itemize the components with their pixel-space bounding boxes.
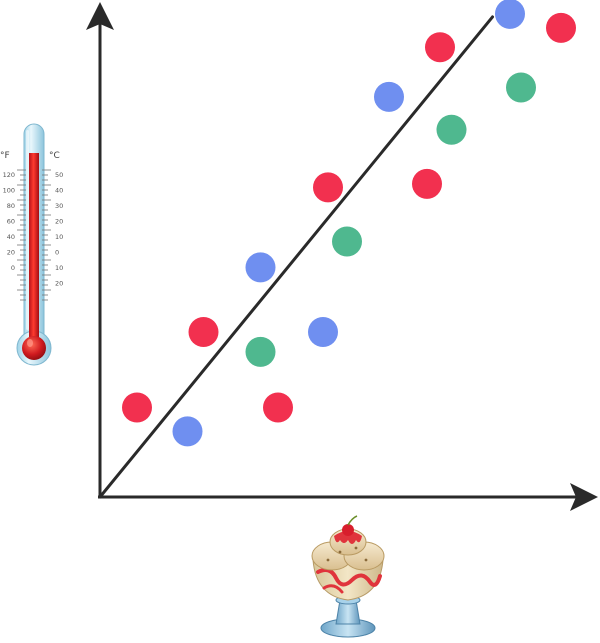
data-point-green-4: [506, 72, 536, 103]
celsius-tick-label: 10: [55, 264, 63, 272]
y-axis-arrowhead: [86, 2, 114, 30]
data-point-green-2: [332, 226, 362, 257]
chart-axes: [86, 2, 598, 511]
data-point-green-3: [436, 114, 467, 145]
fahrenheit-tick-label: 100: [3, 187, 15, 195]
celsius-tick-label: 10: [55, 233, 63, 241]
data-point-blue-4: [374, 81, 404, 112]
data-point-blue-5: [495, 0, 525, 29]
ice-cream-sundae-icon: [311, 515, 385, 638]
data-point-red-5: [412, 168, 442, 199]
data-point-blue-3: [308, 316, 338, 347]
fahrenheit-unit-label: °F: [0, 151, 10, 161]
fahrenheit-tick-label: 120: [3, 171, 15, 179]
celsius-tick-label: 40: [55, 187, 63, 195]
x-axis-arrowhead: [570, 483, 598, 511]
data-point-red-4: [313, 172, 343, 203]
celsius-tick-label: 50: [55, 171, 63, 179]
data-point-blue-1: [172, 416, 203, 447]
celsius-tick-label: 0: [55, 249, 59, 257]
data-point-blue-2: [245, 252, 276, 283]
celsius-tick-label: 20: [55, 280, 63, 288]
fahrenheit-tick-label: 20: [7, 249, 15, 257]
data-point-red-3: [263, 392, 293, 423]
celsius-tick-label: 20: [55, 218, 63, 226]
fahrenheit-tick-label: 80: [7, 202, 15, 210]
data-point-red-7: [546, 12, 576, 43]
data-point-red-1: [122, 392, 152, 423]
data-point-green-1: [245, 336, 276, 367]
data-point-red-2: [188, 316, 219, 347]
trend-line: [98, 15, 494, 499]
fahrenheit-tick-label: 60: [7, 218, 15, 226]
fahrenheit-tick-label: 40: [7, 233, 15, 241]
celsius-tick-label: 30: [55, 202, 63, 210]
fahrenheit-tick-label: 0: [11, 264, 15, 272]
scatter-points: [122, 0, 576, 447]
celsius-unit-label: °C: [49, 151, 60, 161]
data-point-red-6: [425, 32, 455, 63]
